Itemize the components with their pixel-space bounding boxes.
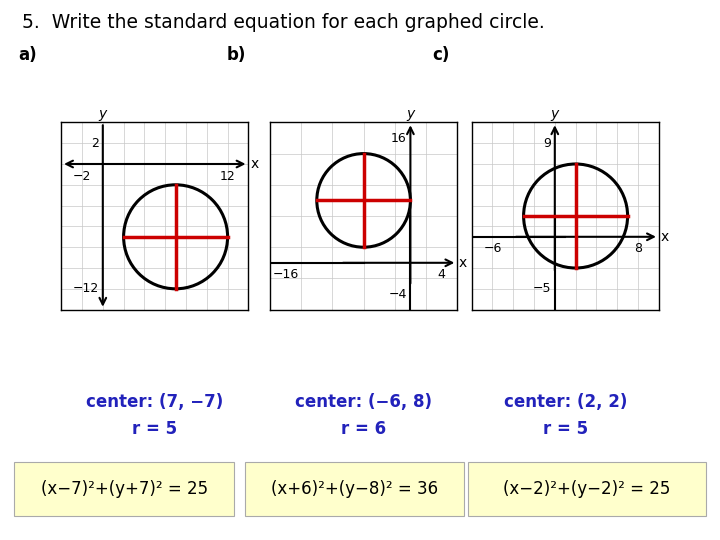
Text: b): b) [227, 46, 246, 64]
Text: (x−2)²+(y−2)² = 25: (x−2)²+(y−2)² = 25 [503, 480, 670, 498]
Text: 12: 12 [220, 170, 235, 183]
Text: x: x [459, 256, 467, 270]
Text: −12: −12 [73, 282, 99, 295]
Text: r = 6: r = 6 [341, 420, 386, 438]
Text: (x+6)²+(y−8)² = 36: (x+6)²+(y−8)² = 36 [271, 480, 438, 498]
Text: r = 5: r = 5 [543, 420, 588, 438]
Text: center: (−6, 8): center: (−6, 8) [295, 393, 432, 411]
Text: −6: −6 [483, 242, 502, 255]
Text: center: (2, 2): center: (2, 2) [503, 393, 627, 411]
Text: 5.  Write the standard equation for each graphed circle.: 5. Write the standard equation for each … [22, 14, 544, 32]
Text: −4: −4 [388, 287, 407, 300]
Text: x: x [251, 157, 258, 171]
Text: −2: −2 [73, 170, 91, 183]
Text: 2: 2 [91, 137, 99, 150]
Text: y: y [406, 106, 415, 120]
Text: 9: 9 [543, 137, 551, 150]
Text: c): c) [432, 46, 449, 64]
Text: 16: 16 [391, 132, 407, 145]
Text: 4: 4 [438, 268, 446, 281]
Text: r = 5: r = 5 [132, 420, 177, 438]
Text: center: (7, −7): center: (7, −7) [86, 393, 223, 411]
Text: −16: −16 [272, 268, 299, 281]
Text: 8: 8 [634, 242, 642, 255]
Text: −5: −5 [533, 282, 551, 295]
Text: (x−7)²+(y+7)² = 25: (x−7)²+(y+7)² = 25 [40, 480, 208, 498]
Text: x: x [661, 230, 669, 244]
Text: y: y [99, 106, 107, 120]
Text: y: y [551, 106, 559, 120]
Text: a): a) [18, 46, 37, 64]
